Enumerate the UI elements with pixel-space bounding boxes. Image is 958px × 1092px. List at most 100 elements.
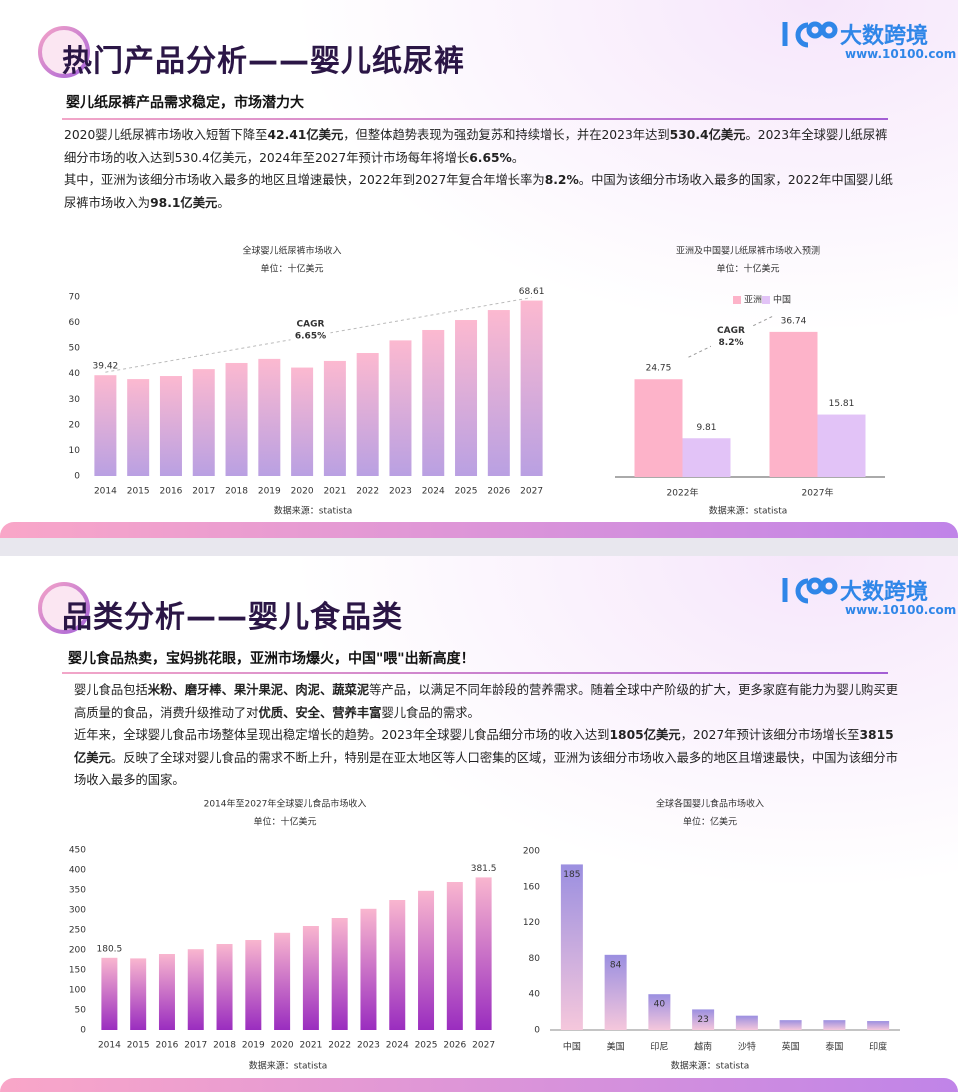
chart-source: 数据来源：statista [274, 505, 353, 517]
y-tick-label: 150 [69, 966, 86, 976]
y-tick-label: 20 [69, 420, 81, 430]
y-tick-label: 0 [80, 1026, 86, 1036]
x-tick-label: 2027 [472, 1041, 495, 1051]
x-tick-label: 2021 [323, 487, 346, 497]
y-tick-label: 250 [69, 926, 86, 936]
value-label: 15.81 [829, 399, 855, 409]
chart-subtitle: 单位：十亿美元 [253, 816, 316, 828]
paragraph: 2020婴儿纸尿裤市场收入短暂下降至42.41亿美元，但整体趋势表现为强劲复苏和… [64, 124, 894, 169]
legend-swatch [733, 296, 741, 304]
bar [360, 908, 377, 1030]
paragraph: 其中，亚洲为该细分市场收入最多的地区且增速最快，2022年到2027年复合年增长… [64, 169, 894, 214]
bar [867, 1021, 890, 1030]
x-tick-label: 泰国 [825, 1041, 843, 1053]
slide-subtitle: 婴儿纸尿裤产品需求稳定，市场潜力大 [66, 95, 304, 111]
bar [291, 367, 314, 476]
x-tick-label: 2022 [356, 487, 379, 497]
text-run: 6.65% [469, 150, 512, 165]
logo-name: 大数跨境 [840, 24, 929, 49]
y-tick-label: 80 [529, 954, 541, 964]
bar [560, 864, 583, 1030]
text-run: 。2023年全球婴儿纸尿裤细分市场的收入达到530.4亿美元，2024年至202… [64, 128, 888, 165]
text-run: 。反映了全球对婴儿食品的需求不断上升，特别是在亚太地区等人口密集的区域，亚洲为该… [74, 750, 898, 788]
x-tick-label: 2024 [422, 487, 445, 497]
text-run: 近年来，全球婴儿食品市场整体呈现出稳定增长的趋势。2023年全球婴儿食品细分市场… [74, 728, 610, 742]
bar [692, 1009, 715, 1030]
x-tick-label: 2017 [184, 1041, 207, 1051]
bar [274, 932, 291, 1030]
text-run: 其中，亚洲为该细分市场收入最多的地区且增速最快，2022年到2027年复合年增长… [64, 173, 545, 187]
x-tick-label: 2025 [455, 487, 478, 497]
bar [356, 353, 379, 476]
bar [520, 300, 543, 476]
bar [331, 918, 348, 1030]
x-tick-label: 2015 [127, 1041, 150, 1051]
chart-source: 数据来源：statista [671, 1060, 750, 1072]
bar [302, 926, 319, 1030]
bar [323, 360, 346, 476]
bar [216, 944, 233, 1030]
y-tick-label: 120 [523, 918, 540, 928]
text-run: 婴儿食品的需求。 [381, 705, 480, 720]
text-run: ，但整体趋势表现为强劲复苏和持续增长，并在2023年达到 [343, 128, 670, 142]
text-run: 2020婴儿纸尿裤市场收入短暂下降至 [64, 128, 268, 142]
x-tick-label: 2027 [520, 487, 543, 497]
bar [187, 949, 204, 1030]
legend-label: 亚洲 [744, 295, 762, 306]
bar [245, 940, 262, 1030]
x-tick-label: 印尼 [650, 1041, 668, 1053]
x-tick-label: 2022年 [667, 487, 699, 499]
slide-title: 品类分析——婴儿食品类 [62, 600, 403, 635]
chart-title: 亚洲及中国婴儿纸尿裤市场收入预测 [676, 245, 820, 257]
title-bubble [38, 582, 90, 634]
slide-title: 热门产品分析——婴儿纸尿裤 [62, 44, 465, 79]
text-run: 3815亿美元 [74, 728, 894, 765]
logo-url: www.10100.com [845, 603, 957, 617]
chart-subtitle: 单位：十亿美元 [716, 263, 779, 275]
bar [127, 379, 150, 476]
x-tick-label: 2016 [160, 487, 183, 497]
y-tick-label: 50 [69, 344, 81, 354]
separator [0, 538, 958, 556]
bar [158, 954, 175, 1030]
text-run: 等产品，以满足不同年龄段的营养需求。随着全球中产阶级的扩大，更多家庭有能力为婴儿… [74, 683, 898, 720]
bar [418, 890, 435, 1030]
bar [94, 375, 117, 476]
y-tick-label: 60 [69, 318, 81, 328]
bar [779, 1020, 802, 1030]
x-tick-label: 2021 [299, 1041, 322, 1051]
x-tick-label: 2015 [127, 487, 150, 497]
logo-url: www.10100.com [845, 47, 957, 61]
annotation: 8.2% [719, 338, 744, 348]
annotation: 6.65% [295, 331, 326, 341]
legend-label: 中国 [773, 294, 791, 306]
bar [634, 379, 683, 477]
x-tick-label: 2019 [258, 487, 281, 497]
trend-line [688, 315, 774, 358]
x-tick-label: 2020 [271, 1041, 294, 1051]
value-label: 68.61 [519, 287, 545, 297]
text-run: 42.41亿美元 [267, 128, 344, 142]
y-tick-label: 400 [69, 866, 86, 876]
annotation: CAGR [297, 319, 325, 329]
divider [62, 672, 888, 674]
x-tick-label: 2023 [357, 1041, 380, 1051]
x-tick-label: 2023 [389, 487, 412, 497]
x-tick-label: 沙特 [738, 1041, 756, 1053]
legend-swatch [762, 296, 770, 304]
value-label: 84 [610, 960, 622, 970]
value-label: 381.5 [471, 864, 497, 874]
x-tick-label: 2014 [98, 1041, 121, 1051]
text-run: 98.1亿美元 [150, 195, 218, 210]
bar [130, 958, 147, 1030]
y-tick-label: 0 [534, 1026, 540, 1036]
x-tick-label: 2026 [443, 1041, 466, 1051]
bar [159, 376, 182, 476]
text-run: 。中国为该细分市场收入最多的国家，2022年中国婴儿纸尿裤市场收入为 [64, 173, 893, 210]
bar [389, 340, 412, 476]
chart-source: 数据来源：statista [249, 1060, 328, 1072]
x-tick-label: 2027年 [802, 487, 834, 499]
text-run: 婴儿食品包括 [74, 683, 148, 697]
y-tick-label: 350 [69, 886, 86, 896]
